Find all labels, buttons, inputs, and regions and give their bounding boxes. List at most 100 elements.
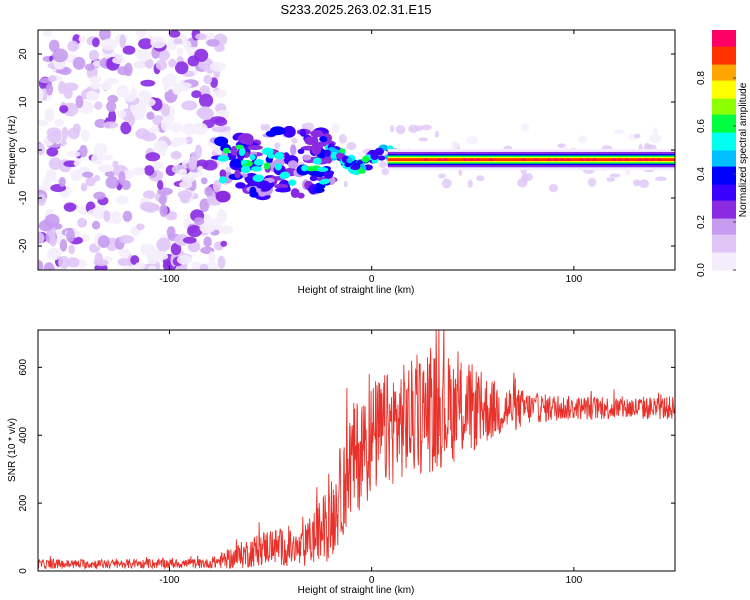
heatmap-cell bbox=[53, 118, 65, 127]
heatmap-cell bbox=[52, 48, 69, 63]
colorbar-segment bbox=[712, 126, 736, 129]
colorbar-segment bbox=[712, 104, 736, 107]
heatmap-cell bbox=[44, 108, 55, 122]
heatmap-cell bbox=[424, 158, 429, 161]
heatmap-cell bbox=[88, 49, 100, 61]
colorbar-segment bbox=[712, 264, 736, 267]
heatmap-cell bbox=[370, 152, 379, 160]
heatmap-cell bbox=[146, 111, 155, 120]
heatmap-cell bbox=[134, 61, 146, 70]
heatmap-y-tick-label: -20 bbox=[18, 238, 29, 253]
heatmap-cell bbox=[670, 158, 675, 161]
heatmap-cell bbox=[187, 241, 201, 253]
heatmap-cell bbox=[99, 30, 111, 41]
heatmap-cell bbox=[437, 158, 442, 161]
heatmap-cell bbox=[540, 158, 545, 161]
heatmap-cell bbox=[43, 262, 55, 270]
heatmap-cell bbox=[438, 173, 446, 179]
heatmap-cell bbox=[560, 158, 565, 161]
colorbar-segment bbox=[712, 194, 736, 197]
heatmap-cell bbox=[249, 154, 256, 161]
heatmap-cell bbox=[291, 137, 298, 144]
heatmap-cell bbox=[116, 84, 129, 98]
heatmap-cell bbox=[72, 123, 81, 135]
heatmap-cell bbox=[521, 158, 526, 161]
heatmap-cell bbox=[58, 176, 66, 187]
colorbar-segment bbox=[712, 180, 736, 183]
heatmap-cell bbox=[378, 155, 386, 161]
colorbar-segment bbox=[712, 146, 736, 149]
heatmap-noise-blobs bbox=[38, 30, 669, 270]
heatmap-cell bbox=[199, 198, 210, 212]
heatmap-cell bbox=[82, 171, 94, 178]
heatmap-cell bbox=[104, 170, 116, 177]
chart-title: S233.2025.263.02.31.E15 bbox=[280, 2, 431, 17]
colorbar-segment bbox=[712, 238, 736, 241]
heatmap-cell bbox=[84, 63, 95, 71]
heatmap-y-tick-label: 10 bbox=[18, 96, 29, 108]
heatmap-cell bbox=[68, 244, 75, 255]
colorbar-segment bbox=[712, 90, 736, 93]
heatmap-cell bbox=[379, 161, 388, 169]
heatmap-cell bbox=[48, 39, 60, 53]
colorbar-segment bbox=[712, 36, 736, 39]
colorbar-segment bbox=[712, 230, 736, 233]
heatmap-cell bbox=[339, 148, 346, 154]
colorbar-segment bbox=[712, 48, 736, 51]
heatmap-cell bbox=[119, 34, 126, 49]
heatmap-cell bbox=[153, 161, 164, 170]
colorbar-label: Normalized spectral amplitude bbox=[738, 82, 749, 217]
heatmap-cell bbox=[93, 191, 106, 200]
heatmap-cell bbox=[191, 90, 202, 99]
snr-x-tick-label: -100 bbox=[159, 575, 179, 586]
heatmap-cell bbox=[132, 167, 145, 176]
heatmap-cell bbox=[238, 148, 246, 157]
heatmap-cell bbox=[103, 210, 111, 222]
heatmap-cell bbox=[417, 158, 422, 161]
colorbar-segment bbox=[712, 106, 736, 109]
colorbar-segment bbox=[712, 86, 736, 89]
colorbar-segment bbox=[712, 102, 736, 105]
heatmap-cell bbox=[299, 129, 307, 137]
colorbar-segment bbox=[712, 130, 736, 133]
colorbar-segment bbox=[712, 54, 736, 57]
heatmap-cell bbox=[78, 35, 86, 43]
heatmap-x-tick-label: 100 bbox=[566, 274, 583, 285]
heatmap-cell bbox=[618, 158, 623, 161]
colorbar-segment bbox=[712, 154, 736, 157]
heatmap-cell bbox=[130, 255, 140, 265]
heatmap-cell bbox=[318, 179, 329, 185]
heatmap-cell bbox=[592, 158, 597, 161]
heatmap-cell bbox=[176, 254, 193, 265]
heatmap-cell bbox=[198, 93, 214, 108]
colorbar-segment bbox=[712, 202, 736, 205]
colorbar-segment bbox=[712, 212, 736, 215]
heatmap-cell bbox=[252, 174, 264, 182]
heatmap-cell bbox=[156, 237, 171, 252]
heatmap-cell bbox=[573, 158, 578, 161]
colorbar-segment bbox=[712, 244, 736, 247]
colorbar-segment bbox=[712, 258, 736, 261]
heatmap-cell bbox=[136, 48, 152, 62]
heatmap-cell bbox=[135, 128, 150, 140]
heatmap-cell bbox=[193, 217, 205, 226]
heatmap-cell bbox=[172, 136, 188, 146]
heatmap-cell bbox=[97, 235, 110, 248]
colorbar-segment bbox=[712, 70, 736, 73]
heatmap-cell bbox=[157, 180, 164, 190]
heatmap-cell bbox=[208, 251, 216, 263]
colorbar-segment bbox=[712, 140, 736, 143]
heatmap-cell bbox=[92, 37, 100, 48]
heatmap-cell bbox=[112, 56, 126, 65]
colorbar-segment bbox=[712, 196, 736, 199]
snr-y-axis-label: SNR (10 * v/v) bbox=[7, 418, 18, 482]
heatmap-cell bbox=[605, 158, 610, 161]
heatmap-cell bbox=[118, 234, 134, 244]
colorbar-segment bbox=[712, 34, 736, 37]
heatmap-cell bbox=[90, 81, 102, 90]
heatmap-cell bbox=[184, 40, 192, 52]
heatmap-cell bbox=[624, 158, 629, 161]
heatmap-cell bbox=[249, 186, 257, 198]
heatmap-cell bbox=[217, 155, 230, 162]
colorbar-segment bbox=[712, 188, 736, 191]
